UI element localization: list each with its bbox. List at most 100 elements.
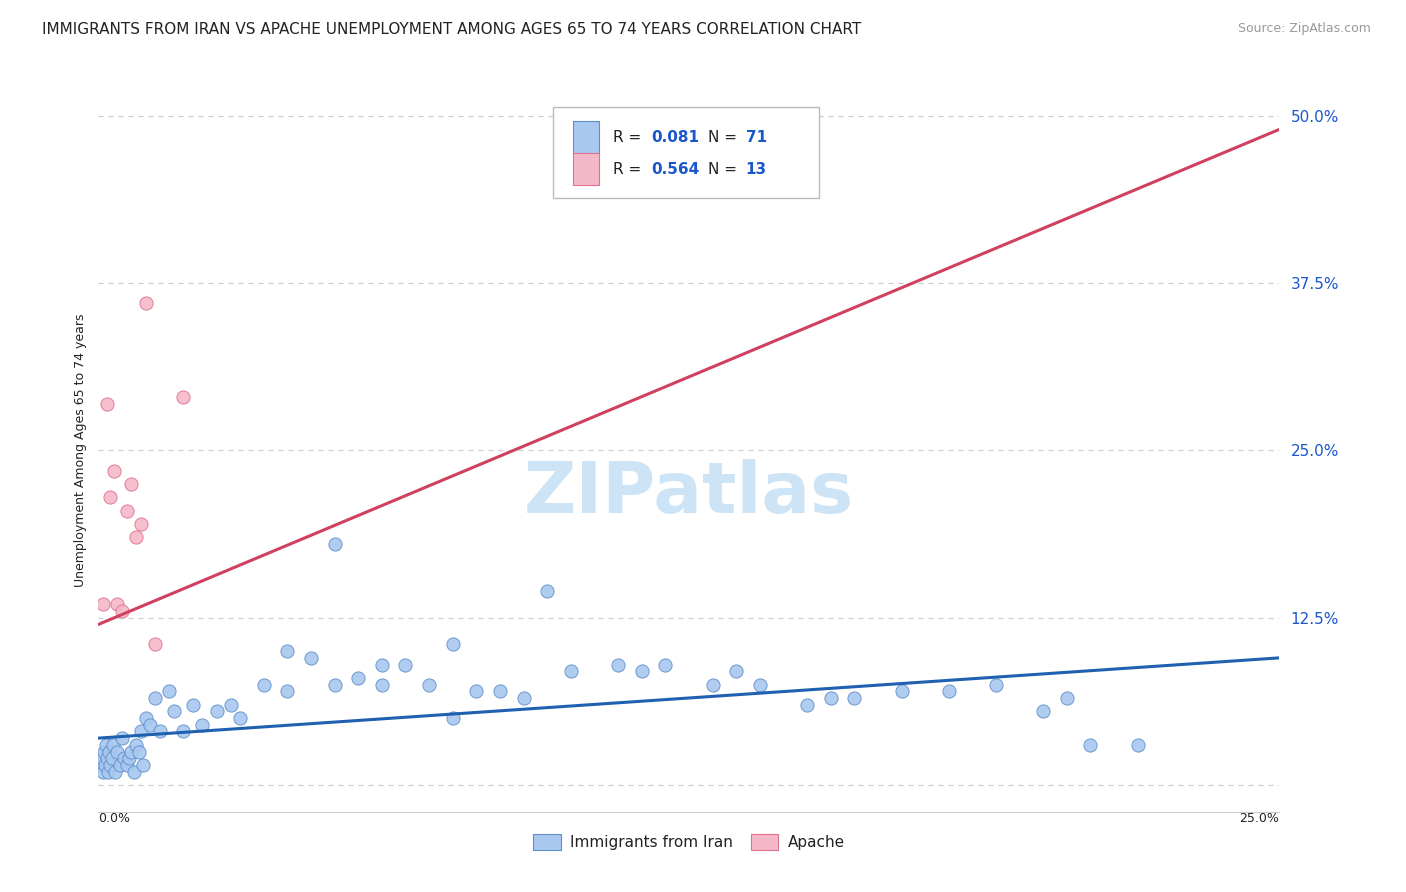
Point [94,738,117,752]
Point [276,684,298,698]
Point [157,684,180,698]
Point [938,684,960,698]
Point [112,751,135,765]
Text: Source: ZipAtlas.com: Source: ZipAtlas.com [1237,22,1371,36]
Point [512,690,534,705]
Text: 0.081: 0.081 [651,129,699,145]
Point [394,657,416,672]
Point [111,731,134,746]
Text: N =: N = [707,129,742,145]
Point [143,637,166,651]
Point [299,651,322,665]
Point [1080,738,1102,752]
Point [702,678,724,692]
Point [129,724,152,739]
Point [100,751,122,765]
Point [253,678,276,692]
Point [135,711,157,725]
Point [371,678,394,692]
FancyBboxPatch shape [574,121,599,153]
Point [441,711,464,725]
Point [418,678,440,692]
FancyBboxPatch shape [574,153,599,186]
Point [98,491,121,505]
Text: 71: 71 [745,129,766,145]
Text: ZIPatlas: ZIPatlas [524,459,853,528]
Point [98,758,121,772]
Point [103,464,125,478]
Text: R =: R = [613,129,647,145]
Point [748,678,770,692]
Point [143,690,166,705]
Point [536,583,558,598]
Point [125,530,148,544]
Point [371,657,394,672]
Point [560,664,582,679]
Text: N =: N = [707,161,742,177]
Point [129,517,152,532]
Point [172,724,194,739]
Point [163,705,186,719]
Text: R =: R = [613,161,647,177]
Point [890,684,912,698]
Text: 0.564: 0.564 [651,161,699,177]
Point [347,671,370,685]
Point [108,758,131,772]
Point [115,758,138,772]
Point [96,751,118,765]
Point [115,503,138,517]
Point [205,705,228,719]
Y-axis label: Unemployment Among Ages 65 to 74 years: Unemployment Among Ages 65 to 74 years [75,314,87,587]
Point [219,698,242,712]
Point [91,751,114,765]
Point [118,751,141,765]
Point [844,690,866,705]
Point [276,644,298,658]
Point [323,537,346,551]
FancyBboxPatch shape [553,107,818,198]
Point [984,678,1007,692]
Point [465,684,488,698]
Text: 25.0%: 25.0% [1240,812,1279,825]
Point [149,724,172,739]
Point [139,717,162,731]
Point [323,678,346,692]
Legend: Immigrants from Iran, Apache: Immigrants from Iran, Apache [527,828,851,856]
Point [1126,738,1149,752]
Point [607,657,630,672]
Point [91,764,114,779]
Point [172,390,194,404]
Point [1056,690,1078,705]
Text: 0.0%: 0.0% [98,812,131,825]
Point [94,758,117,772]
Point [121,744,143,758]
Point [191,717,214,731]
Point [90,758,112,772]
Point [820,690,842,705]
Point [796,698,818,712]
Point [105,598,128,612]
Point [229,711,252,725]
Point [93,744,115,758]
Point [441,637,464,651]
Point [128,744,150,758]
Point [105,744,128,758]
Point [97,764,120,779]
Point [111,604,134,618]
Point [101,738,124,752]
Point [91,598,114,612]
Text: IMMIGRANTS FROM IRAN VS APACHE UNEMPLOYMENT AMONG AGES 65 TO 74 YEARS CORRELATIO: IMMIGRANTS FROM IRAN VS APACHE UNEMPLOYM… [42,22,862,37]
Point [135,296,157,310]
Point [654,657,676,672]
Point [125,738,148,752]
Point [121,476,143,491]
Text: 13: 13 [745,161,766,177]
Point [122,764,145,779]
Point [132,758,155,772]
Point [181,698,204,712]
Point [725,664,748,679]
Point [104,764,127,779]
Point [96,396,118,410]
Point [489,684,512,698]
Point [1032,705,1054,719]
